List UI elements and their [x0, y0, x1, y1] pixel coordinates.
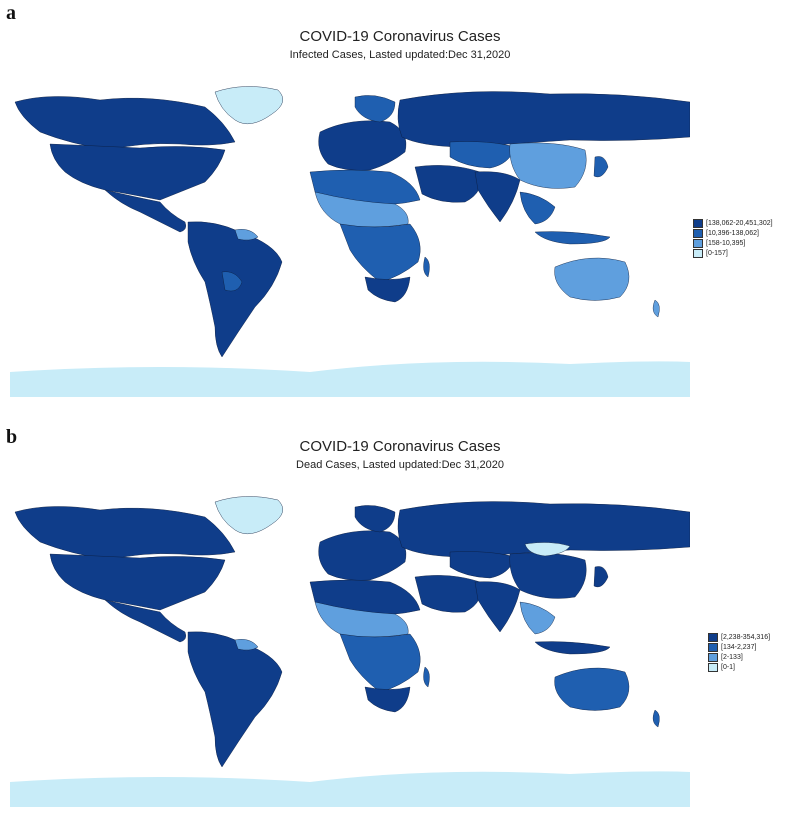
- legend-label: [10,396-138,062]: [706, 229, 759, 237]
- region-central-america: [104, 599, 187, 643]
- region-mongolia: [524, 542, 571, 557]
- legend-item: [0-1]: [708, 662, 770, 672]
- legend-item: [2,238-354,316]: [708, 632, 770, 642]
- region-indonesia: [534, 641, 611, 655]
- region-madagascar: [423, 256, 430, 278]
- region-bolivia: [221, 271, 243, 292]
- region-australia: [554, 667, 630, 711]
- legend-swatch: [708, 632, 718, 642]
- panel-label: a: [6, 2, 16, 24]
- region-china: [509, 142, 587, 189]
- region-central-america: [104, 189, 187, 233]
- legend-label: [2,238-354,316]: [721, 633, 771, 641]
- world-map-dead: [10, 482, 690, 812]
- region-india: [474, 581, 521, 633]
- region-sahel: [314, 601, 409, 638]
- region-china: [509, 552, 587, 599]
- legend-item: [134-2,237]: [708, 642, 770, 652]
- region-greenland: [214, 86, 283, 125]
- region-scandinavia: [354, 505, 396, 533]
- legend-item: [0-157]: [693, 248, 773, 258]
- region-australia: [554, 257, 630, 301]
- region-scandinavia: [354, 95, 396, 123]
- world-map-infected: [10, 72, 690, 402]
- region-indonesia: [534, 231, 611, 245]
- region-new-zealand: [652, 709, 660, 728]
- region-southeast-asia: [519, 601, 556, 635]
- region-greenland: [214, 496, 283, 535]
- legend-swatch: [693, 248, 703, 258]
- map-legend: [138,062-20,451,302] [10,396-138,062] [1…: [693, 218, 773, 258]
- region-south-africa: [364, 276, 411, 303]
- region-antarctica: [10, 771, 690, 807]
- region-canada: [14, 506, 236, 561]
- map-subtitle: Infected Cases, Lasted updated:Dec 31,20…: [289, 49, 511, 61]
- legend-swatch: [708, 642, 718, 652]
- region-south-africa: [364, 686, 411, 713]
- map-legend: [2,238-354,316] [134-2,237] [2-133] [0-1…: [708, 632, 770, 672]
- map-title: COVID-19 Coronavirus Cases: [299, 438, 501, 455]
- region-madagascar: [423, 666, 430, 688]
- region-central-africa: [339, 223, 421, 283]
- region-japan: [593, 566, 609, 588]
- legend-label: [0-1]: [721, 663, 736, 671]
- legend-label: [158-10,395]: [706, 239, 746, 247]
- region-canada: [14, 96, 236, 151]
- region-guianas: [234, 229, 259, 241]
- region-japan: [593, 156, 609, 178]
- region-new-zealand: [652, 299, 660, 318]
- map-title: COVID-19 Coronavirus Cases: [299, 28, 501, 45]
- region-central-africa: [339, 633, 421, 693]
- region-guianas: [234, 639, 259, 651]
- legend-label: [0-157]: [706, 249, 728, 257]
- legend-label: [134-2,237]: [721, 643, 757, 651]
- map-subtitle: Dead Cases, Lasted updated:Dec 31,2020: [296, 459, 504, 471]
- panel-label: b: [6, 426, 18, 448]
- legend-swatch: [708, 652, 718, 662]
- legend-swatch: [693, 238, 703, 248]
- legend-swatch: [693, 228, 703, 238]
- legend-label: [138,062-20,451,302]: [706, 219, 773, 227]
- legend-swatch: [708, 662, 718, 672]
- region-russia: [397, 91, 690, 148]
- region-southeast-asia: [519, 191, 556, 225]
- legend-item: [158-10,395]: [693, 238, 773, 248]
- region-russia: [397, 501, 690, 558]
- legend-item: [10,396-138,062]: [693, 228, 773, 238]
- region-usa: [49, 143, 226, 201]
- legend-swatch: [693, 218, 703, 228]
- region-usa: [49, 553, 226, 611]
- legend-item: [138,062-20,451,302]: [693, 218, 773, 228]
- region-india: [474, 171, 521, 223]
- region-central-asia: [449, 551, 516, 579]
- map-panel-dead: b COVID-19 Coronavirus Cases Dead Cases,…: [0, 410, 800, 820]
- region-central-asia: [449, 141, 516, 169]
- map-panel-infected: a COVID-19 Coronavirus Cases Infected Ca…: [0, 0, 800, 410]
- legend-item: [2-133]: [708, 652, 770, 662]
- region-sahel: [314, 191, 409, 228]
- region-antarctica: [10, 361, 690, 397]
- legend-label: [2-133]: [721, 653, 743, 661]
